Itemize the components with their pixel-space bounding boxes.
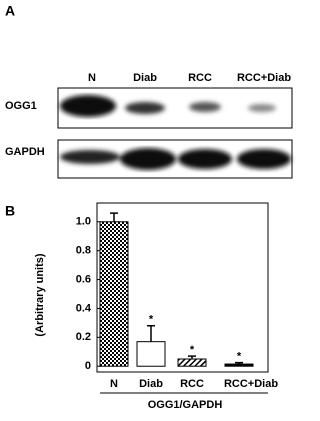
bar (177, 358, 207, 367)
x-tick-label: Diab (139, 378, 163, 390)
lane-label: Diab (133, 72, 157, 84)
x-tick-label: N (110, 378, 118, 390)
plot-frame (96, 202, 269, 373)
y-tick-label: 0 (85, 360, 91, 372)
bar (99, 221, 129, 367)
blot-bands (60, 95, 276, 117)
x-axis-label: OGG1/GAPDH (148, 399, 223, 411)
x-tick-label: RCC (180, 378, 204, 390)
row-label: OGG1 (5, 100, 37, 112)
y-tick-label: 0.8 (76, 245, 91, 257)
y-tick-label: 1.0 (76, 216, 91, 228)
error-bar (188, 355, 196, 359)
y-tick-label: 0.6 (76, 273, 91, 285)
y-axis-label: (Arbitrary units) (34, 253, 46, 336)
blot-bands (60, 148, 291, 170)
panel-label: B (5, 203, 15, 219)
lane-label: RCC+Diab (237, 72, 291, 84)
lane-label: RCC (188, 72, 212, 84)
bar (224, 363, 254, 367)
panel-label: A (5, 3, 15, 19)
bar (136, 341, 166, 367)
row-label: GAPDH (5, 146, 45, 158)
error-bar (110, 212, 118, 222)
significance-mark: * (190, 344, 195, 356)
significance-mark: * (237, 351, 242, 363)
error-bar (235, 361, 243, 365)
lane-label: N (88, 72, 96, 84)
y-tick-label: 0.2 (76, 331, 91, 343)
figure: A N Diab RCC RCC+Diab OGG1 GAPDH B (Arbi… (5, 3, 293, 411)
x-tick-label: RCC+Diab (224, 378, 278, 390)
error-bar (147, 325, 155, 342)
significance-mark: * (149, 314, 154, 326)
y-tick-label: 0.4 (76, 302, 92, 314)
